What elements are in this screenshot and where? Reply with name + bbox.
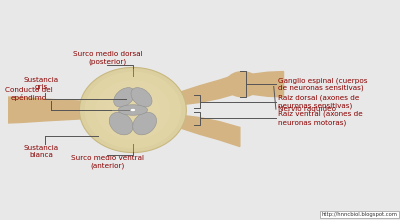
Ellipse shape: [106, 89, 160, 131]
Ellipse shape: [118, 105, 148, 115]
Polygon shape: [0, 97, 102, 123]
Text: Raíz ventral (axones de
neuronas motoras): Raíz ventral (axones de neuronas motoras…: [278, 111, 363, 126]
Text: Conducto del
epéndimo: Conducto del epéndimo: [5, 87, 53, 101]
Polygon shape: [250, 72, 284, 97]
Ellipse shape: [131, 88, 152, 107]
Ellipse shape: [226, 72, 259, 97]
Ellipse shape: [80, 67, 186, 153]
Text: Surco medio ventral
(anterior): Surco medio ventral (anterior): [71, 155, 144, 169]
Text: http://hnncbiol.blogspot.com: http://hnncbiol.blogspot.com: [321, 212, 397, 217]
Ellipse shape: [85, 72, 181, 148]
Ellipse shape: [96, 80, 170, 140]
Polygon shape: [164, 113, 240, 147]
Polygon shape: [164, 73, 240, 107]
Ellipse shape: [130, 108, 136, 112]
Ellipse shape: [133, 112, 156, 135]
Text: Sustancia
gris: Sustancia gris: [23, 77, 58, 90]
Text: Sustancia
blanca: Sustancia blanca: [23, 145, 58, 158]
Text: Raiz dorsal (axones de
neuronas sensitivas): Raiz dorsal (axones de neuronas sensitiv…: [278, 95, 359, 109]
Text: Nervio raquídeo: Nervio raquídeo: [278, 106, 336, 112]
Text: Ganglio espinal (cuerpos
de neuronas sensitivas): Ganglio espinal (cuerpos de neuronas sen…: [278, 77, 367, 91]
Ellipse shape: [109, 112, 133, 135]
Text: Surco medio dorsal
(posterior): Surco medio dorsal (posterior): [73, 51, 142, 65]
Ellipse shape: [114, 88, 135, 107]
